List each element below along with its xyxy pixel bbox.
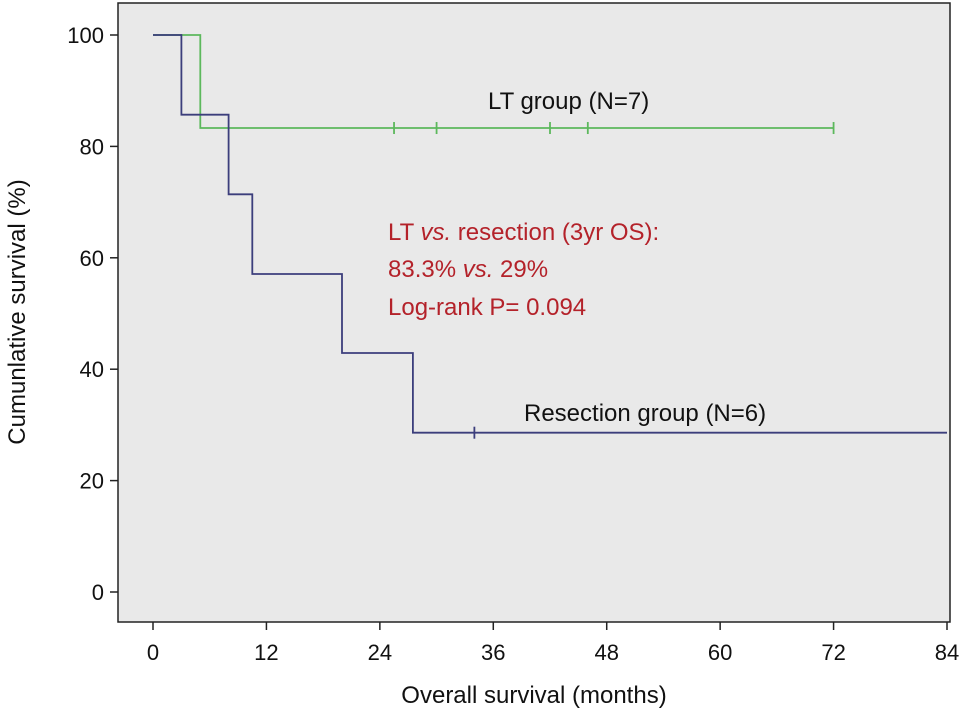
y-tick-label: 40 <box>80 357 104 382</box>
axes: 0 12 24 36 48 60 72 84 0 20 40 60 80 100 <box>67 23 959 665</box>
x-tick-label: 12 <box>254 640 278 665</box>
series-group <box>153 34 947 439</box>
y-tick-label: 60 <box>80 246 104 271</box>
x-tick-label: 72 <box>821 640 845 665</box>
x-tick-label: 0 <box>147 640 159 665</box>
annotation-pvalue: Log-rank P= 0.094 <box>388 294 586 321</box>
annotation-rates-vs: vs. <box>463 256 494 283</box>
y-tick-label: 20 <box>80 469 104 494</box>
annotation-rates-prefix: 83.3% <box>388 256 463 283</box>
x-tick-label: 24 <box>368 640 392 665</box>
x-tick-label: 36 <box>481 640 505 665</box>
x-tick-label: 60 <box>708 640 732 665</box>
annotation-comparison-prefix: LT <box>388 219 420 246</box>
plot-area <box>117 2 951 623</box>
x-tick-label: 84 <box>935 640 959 665</box>
annotation-comparison-suffix: resection (3yr OS): <box>451 219 659 246</box>
annotation-comparison-vs: vs. <box>420 219 451 246</box>
y-axis-title: Cumunlative survival (%) <box>4 179 31 444</box>
survival-curve-resection <box>153 34 947 434</box>
y-tick-label: 100 <box>67 23 104 48</box>
x-tick-label: 48 <box>594 640 618 665</box>
x-axis-title: Overall survival (months) <box>401 682 666 709</box>
y-tick-label: 80 <box>80 134 104 159</box>
annotation-rates: 83.3% vs. 29% <box>388 256 548 283</box>
lt-group-label: LT group (N=7) <box>488 88 649 115</box>
y-tick-label: 0 <box>92 580 104 605</box>
resection-group-label: Resection group (N=6) <box>524 400 766 427</box>
annotation-comparison: LT vs. resection (3yr OS): <box>388 219 659 246</box>
annotation-rates-suffix: 29% <box>493 256 548 283</box>
